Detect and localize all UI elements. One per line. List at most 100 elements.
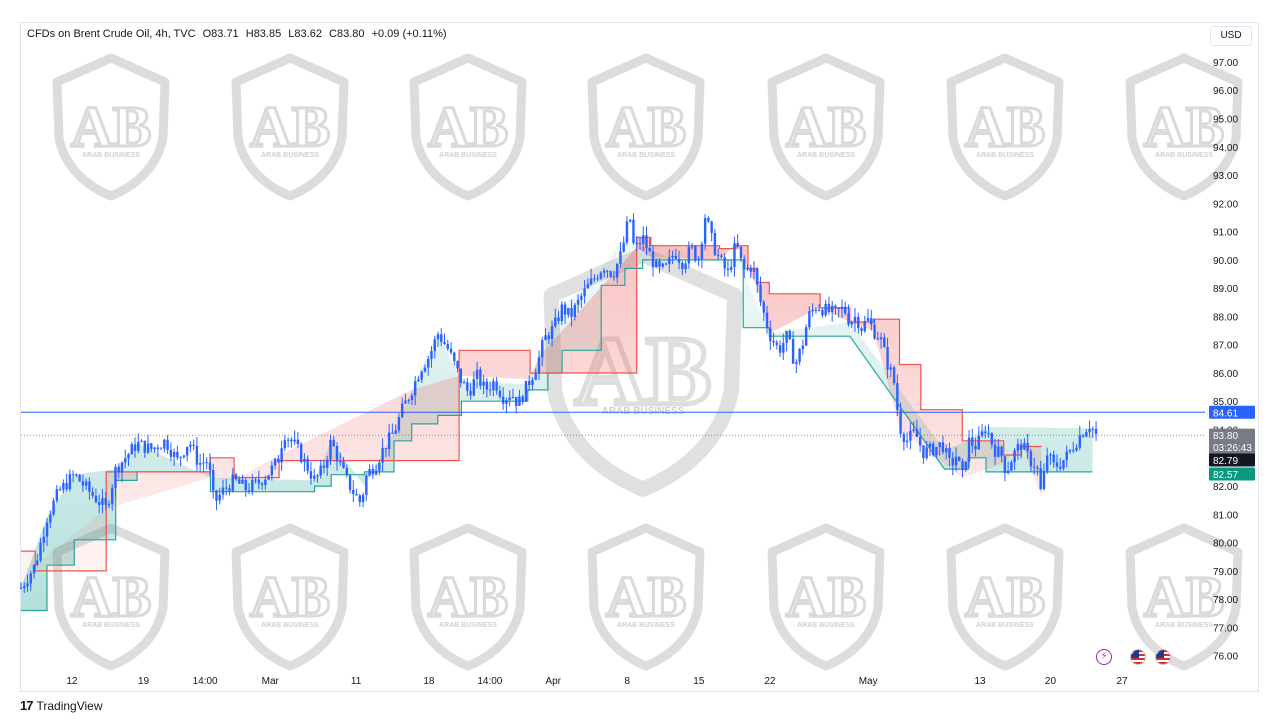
y-tick-label: 81.00 — [1213, 510, 1238, 521]
candle-body — [449, 348, 453, 353]
candle-body — [101, 498, 104, 505]
candle-body — [847, 313, 850, 325]
watermark-logo — [951, 528, 1059, 666]
candle-body — [703, 218, 707, 244]
candle-body — [902, 433, 906, 443]
candle-body — [49, 514, 52, 523]
candle-body — [1016, 444, 1020, 451]
legend-symbol[interactable]: CFDs on Brent Crude Oil, 4h, TVC — [27, 28, 196, 40]
x-tick-label: May — [859, 676, 878, 687]
candle-body — [495, 381, 498, 391]
x-tick-label: Apr — [545, 676, 561, 687]
candle-body — [58, 489, 62, 491]
legend-change: +0.09 (+0.11%) — [371, 28, 447, 40]
candle-body — [39, 542, 42, 561]
price-label: 82.79 — [1213, 456, 1238, 467]
candle-body — [459, 368, 463, 383]
candle-body — [397, 416, 401, 431]
candle-body — [202, 462, 205, 464]
candle-body — [925, 447, 928, 459]
candle-body — [384, 447, 388, 450]
candle-body — [733, 243, 736, 268]
candle-body — [837, 307, 840, 310]
y-tick-label: 91.00 — [1213, 228, 1238, 239]
tradingview-logo[interactable]: 17 TradingView — [20, 698, 103, 713]
candle-body — [550, 326, 554, 339]
candle-body — [622, 242, 625, 252]
candle-body — [1055, 462, 1059, 467]
candle-body — [492, 381, 495, 391]
candle-body — [782, 342, 785, 353]
candle-body — [286, 439, 290, 441]
candle-body — [133, 444, 137, 451]
watermark-text: ARAB BUSINESS — [82, 622, 140, 629]
price-label: 83.80 — [1213, 431, 1238, 442]
candle-body — [322, 465, 326, 468]
candle-body — [212, 470, 215, 491]
candle-body — [866, 318, 870, 322]
y-tick-label: 79.00 — [1213, 567, 1238, 578]
candle-body — [814, 309, 818, 311]
candle-body — [961, 461, 964, 471]
candle-body — [681, 262, 684, 270]
candle-body — [407, 399, 410, 401]
candle-body — [127, 454, 130, 459]
candle-body — [687, 246, 691, 264]
candle-body — [817, 309, 821, 311]
candle-body — [371, 469, 375, 475]
candle-body — [710, 221, 713, 234]
price-axis[interactable]: 97.00 96.00 95.00 94.00 93.00 92.00 91.00 90.00… — [1213, 58, 1238, 663]
candle-body — [326, 459, 329, 468]
candle-body — [140, 440, 143, 442]
watermark-text: ARAB BUSINESS — [261, 622, 319, 629]
bear-trail-line — [21, 236, 1042, 572]
lightning-icon[interactable]: ⚡ — [1096, 649, 1112, 665]
candle-body — [980, 431, 984, 436]
candle-body — [541, 340, 544, 358]
candle-body — [984, 431, 987, 434]
candle-body — [918, 436, 922, 446]
us-flag-icon[interactable] — [1130, 649, 1146, 665]
candle-body — [619, 251, 622, 264]
x-tick-label: 14:00 — [477, 676, 502, 687]
candle-body — [606, 270, 609, 272]
candle-body — [870, 318, 873, 325]
candle-body — [264, 479, 267, 486]
candle-body — [159, 448, 163, 450]
watermark-text: ARAB BUSINESS — [1155, 152, 1213, 159]
watermark-logo — [951, 58, 1059, 196]
candle-body — [827, 303, 831, 312]
candle-body — [560, 304, 563, 322]
candle-body — [879, 337, 883, 340]
candle-body — [928, 443, 932, 448]
watermark-text: ARAB BUSINESS — [439, 622, 497, 629]
candle-body — [251, 480, 254, 492]
candle-body — [472, 379, 476, 396]
currency-button[interactable]: USD — [1210, 26, 1252, 46]
candle-body — [511, 397, 515, 399]
candle-body — [88, 481, 91, 492]
candle-body — [951, 457, 954, 466]
candle-body — [1039, 468, 1042, 490]
candle-body — [1072, 449, 1075, 451]
candle-body — [524, 380, 528, 402]
candle-body — [313, 475, 316, 479]
candle-body — [1032, 466, 1036, 468]
candle-body — [394, 430, 397, 434]
candle-body — [23, 586, 26, 588]
candle-body — [726, 268, 730, 270]
time-axis[interactable]: 12 19 14:00 Mar 11 18 14:00 Apr 8 15 22 May 13 20 27 — [66, 676, 1128, 687]
candle-body — [629, 219, 632, 222]
watermark-text: ARAB BUSINESS — [976, 152, 1034, 159]
candle-body — [91, 491, 94, 496]
y-tick-label: 88.00 — [1213, 312, 1238, 323]
candle-body — [762, 301, 765, 313]
us-flag-icon[interactable] — [1155, 649, 1171, 665]
candle-body — [107, 504, 111, 506]
candle-body — [26, 583, 29, 587]
candle-body — [554, 317, 557, 327]
y-tick-label: 97.00 — [1213, 58, 1238, 69]
candle-body — [557, 317, 560, 322]
candle-body — [120, 462, 124, 473]
